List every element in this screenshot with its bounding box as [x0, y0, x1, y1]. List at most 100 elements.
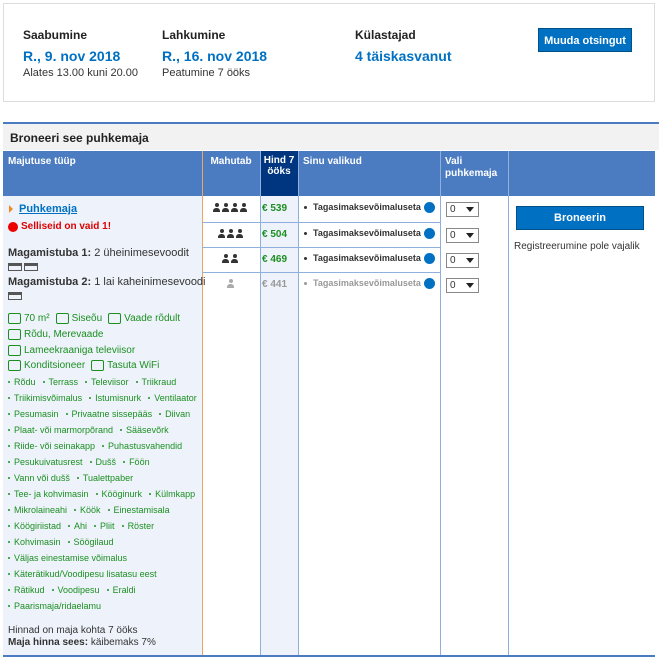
bullet	[8, 396, 10, 399]
modify-search-button[interactable]: Muuda otsingut	[538, 28, 632, 52]
occupancy	[202, 279, 260, 291]
header-cell: Vali puhkemaja	[445, 156, 498, 179]
amenity-row: Riide- või seinakapp Puhastusvahendid	[8, 441, 189, 451]
option-bullet	[304, 232, 307, 236]
amenity: Köögiriistad	[14, 521, 62, 531]
amenity: Paarismaja/ridaelamu	[14, 601, 102, 611]
info-icon	[423, 202, 435, 214]
column-border	[260, 151, 261, 655]
scarcity: Selliseid on vaid 1!	[21, 221, 112, 232]
amenity: Föön	[129, 457, 150, 467]
highlight: Siseõu	[71, 313, 103, 325]
option: Tagasimaksevõimaluseta	[304, 228, 435, 240]
amenity-row: Rõdu Terrass Televiisor Triikraud	[8, 377, 183, 387]
option: Tagasimaksevõimaluseta	[304, 202, 435, 214]
bullet	[89, 396, 92, 399]
bullet	[67, 540, 70, 543]
highlight-row: Konditsioneer Tasuta WiFi	[8, 360, 165, 371]
highlight-row: 70 m² Siseõu Vaade rõdult	[8, 313, 186, 324]
bullet	[8, 524, 10, 527]
amenity: Sääsevõrk	[126, 425, 169, 435]
option-text: Tagasimaksevõimaluseta	[313, 278, 421, 288]
option-bullet	[304, 282, 307, 286]
amenity-row: Kohvimasin Söögilaud	[8, 537, 121, 547]
person-icon	[226, 279, 234, 288]
row-border	[202, 222, 440, 223]
amenity: Väljas einestamise võimalus	[14, 553, 128, 563]
amenity: Mikrolaineahi	[14, 505, 68, 515]
amenity-row: Pesumasin Privaatne sissepääs Diivan	[8, 409, 197, 419]
bullet	[135, 380, 138, 383]
amenity: Ventilaator	[154, 393, 197, 403]
bullet	[8, 492, 10, 495]
header-cell: Hind 7 ööks	[263, 155, 295, 177]
tax-note: Maja hinna sees: käibemaks 7%	[8, 637, 156, 648]
bullet	[123, 460, 126, 463]
quantity-select[interactable]: 0	[446, 202, 479, 217]
bullet	[76, 476, 79, 479]
amenity: Televiisor	[91, 377, 129, 387]
highlight: Konditsioneer	[24, 360, 86, 372]
bedroom-label: Magamistuba 2:	[8, 276, 92, 288]
column-border	[202, 151, 203, 655]
tax: käibemaks 7%	[90, 637, 156, 648]
bullet	[8, 604, 10, 607]
highlight-icon	[108, 313, 122, 324]
bullet	[106, 588, 109, 591]
amenity: Kööginurk	[101, 489, 143, 499]
amenity: Plaat- või marmorpõrand	[14, 425, 114, 435]
row-border	[202, 272, 440, 273]
bullet	[74, 508, 77, 511]
amenity: Terrass	[48, 377, 79, 387]
quantity-select[interactable]: 0	[446, 253, 479, 268]
unit-link[interactable]: Puhkemaja	[19, 203, 78, 215]
option-text: Tagasimaksevõimaluseta	[313, 202, 421, 212]
info-icon	[423, 253, 435, 265]
info-icon	[423, 278, 435, 290]
bedroom: Magamistuba 1: 2 üheinimesevoodit	[8, 247, 189, 259]
column-border	[440, 151, 441, 655]
info-icon	[423, 228, 435, 240]
amenity-row: Vann või dušš Tualettpaber	[8, 473, 140, 483]
departure-label: Lahkumine	[162, 28, 226, 42]
bullet	[8, 460, 10, 463]
bed-icon	[8, 292, 22, 300]
highlight-icon	[8, 360, 21, 371]
amenity: Tualettpaber	[82, 473, 134, 483]
book-button[interactable]: Broneerin	[516, 206, 644, 230]
person-icon	[231, 203, 238, 212]
amenity: Puhastusvahendid	[108, 441, 183, 451]
arrival-date: R., 9. nov 2018	[23, 48, 121, 64]
bullet	[95, 492, 98, 495]
bullet	[8, 380, 10, 383]
header-cell: Mahutab	[210, 156, 252, 167]
bed-icons	[8, 262, 40, 274]
departure-date: R., 16. nov 2018	[162, 48, 268, 64]
caret-icon	[9, 205, 17, 213]
amenity: Eraldi	[112, 585, 136, 595]
option: Tagasimaksevõimaluseta	[304, 278, 435, 290]
highlight: 70 m²	[24, 313, 50, 325]
table-header	[3, 151, 655, 196]
amenity: Köök	[80, 505, 101, 515]
amenity: Riide- või seinakapp	[14, 441, 96, 451]
bullet	[42, 380, 45, 383]
bullet	[8, 540, 10, 543]
person-icon	[240, 203, 247, 212]
quantity-select[interactable]: 0	[446, 278, 479, 293]
bullet	[65, 412, 68, 415]
amenity: Voodipesu	[57, 585, 100, 595]
bullet	[89, 460, 92, 463]
highlight-icon	[91, 360, 105, 371]
quantity-select[interactable]: 0	[446, 228, 479, 243]
alert-dot	[8, 222, 18, 232]
bullet	[51, 588, 54, 591]
guests-label: Külastajad	[355, 28, 416, 42]
highlight: Rõdu, Merevaade	[24, 329, 104, 341]
price-header-bg	[260, 151, 298, 196]
table-bottom	[3, 655, 655, 657]
amenity: Einestamisala	[113, 505, 170, 515]
bedroom: Magamistuba 2: 1 lai kaheinimesevoodi	[8, 276, 206, 288]
header-cell: Sinu valikud	[303, 156, 362, 167]
person-icon	[235, 229, 243, 238]
